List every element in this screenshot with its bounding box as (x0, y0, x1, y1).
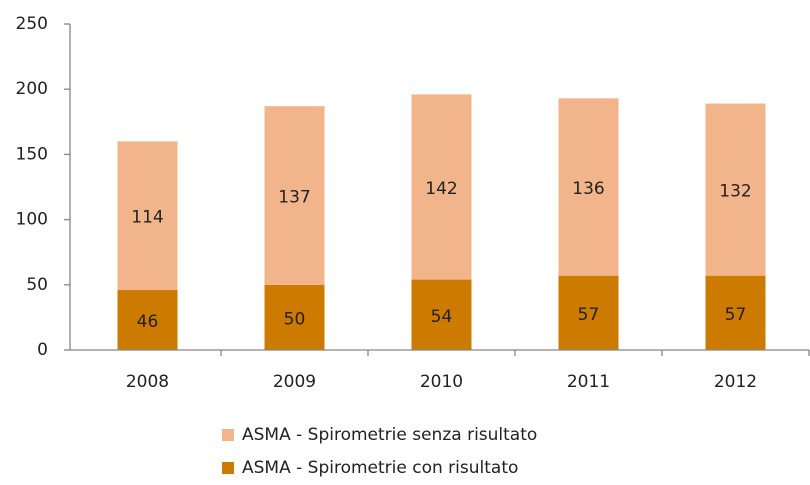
data-label: 50 (284, 309, 306, 329)
y-tick-label: 150 (16, 144, 48, 164)
x-tick-label: 2010 (420, 372, 463, 392)
data-label: 137 (278, 187, 310, 207)
x-tick-label: 2012 (714, 372, 757, 392)
data-label: 57 (578, 305, 600, 325)
legend-swatch (222, 462, 234, 474)
bar (264, 284, 325, 350)
bar (411, 94, 472, 280)
bar (117, 290, 178, 350)
x-tick-label: 2009 (273, 372, 316, 392)
bar (705, 275, 766, 350)
data-label: 142 (425, 179, 457, 199)
bar (558, 275, 619, 350)
data-label: 132 (719, 182, 751, 202)
bar (264, 106, 325, 285)
y-tick-label: 200 (16, 79, 48, 99)
data-label: 57 (725, 305, 747, 325)
data-label: 54 (431, 307, 453, 327)
legend-label: ASMA - Spirometrie con risultato (242, 458, 518, 478)
bar (705, 103, 766, 276)
y-tick-label: 0 (37, 340, 48, 360)
x-tick-label: 2011 (567, 372, 610, 392)
bar (558, 98, 619, 276)
x-tick-label: 2008 (126, 372, 169, 392)
legend-swatch (222, 429, 234, 441)
bar (117, 141, 178, 291)
bar (411, 279, 472, 350)
legend-label: ASMA - Spirometrie senza risultato (242, 425, 537, 445)
data-label: 46 (137, 312, 159, 332)
data-label: 136 (572, 179, 604, 199)
y-tick-label: 250 (16, 14, 48, 34)
y-tick-label: 50 (26, 275, 48, 295)
data-label: 114 (131, 208, 163, 228)
y-tick-label: 100 (16, 210, 48, 230)
